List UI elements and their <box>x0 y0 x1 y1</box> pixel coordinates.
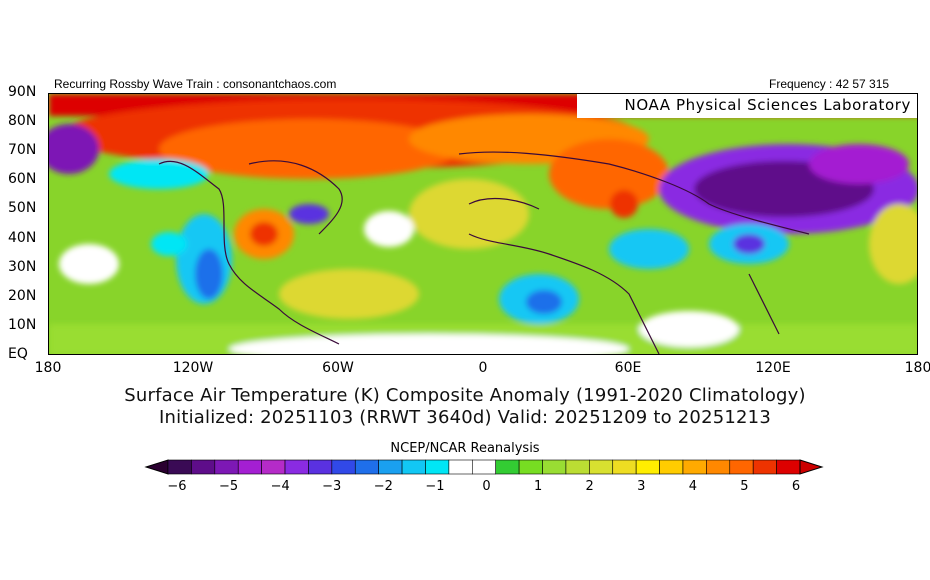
longitude-label: 180 <box>34 360 62 376</box>
colorbar-swatch <box>752 459 777 475</box>
north-africa-cold-core <box>526 290 562 314</box>
pacific-cold-patch <box>151 232 187 256</box>
colorbar-tick-label: −3 <box>322 479 342 494</box>
east-siberia-cold <box>809 144 909 184</box>
anomaly-map <box>48 93 918 355</box>
colorbar-swatch <box>659 459 684 475</box>
pacific-neutral-patch <box>59 244 119 284</box>
east-asia-cold-core <box>733 234 765 254</box>
colorbar-tick-label: 3 <box>637 479 646 494</box>
longitude-label: 120W <box>172 360 214 376</box>
colorbar-tick-label: 5 <box>740 479 749 494</box>
east-coast-cold <box>289 204 329 224</box>
alaska-cold-region <box>109 159 209 189</box>
latitude-label: 20N <box>8 287 37 304</box>
map-canvas <box>49 94 917 354</box>
colorbar-swatch <box>495 459 520 475</box>
colorbar-swatch <box>612 459 637 475</box>
colorbar-tick-label: 2 <box>585 479 594 494</box>
latitude-label: 80N <box>8 113 37 130</box>
west-pacific-warm <box>869 204 917 284</box>
colorbar-swatch <box>448 459 473 475</box>
eurasia-north-coast <box>458 151 810 235</box>
dateline-cold-region <box>49 124 99 174</box>
colorbar-swatch <box>542 459 567 475</box>
colorbar-tick-label: −5 <box>218 479 239 494</box>
latitude-label: 60N <box>8 171 37 188</box>
colorbar-tick-label: −2 <box>373 479 393 494</box>
southeast-asia-coast <box>748 273 780 335</box>
north-america-coast <box>158 160 340 345</box>
longitude-label: 180 <box>904 360 930 376</box>
noaa-credit-label: NOAA Physical Sciences Laboratory <box>577 94 917 118</box>
atlantic-neutral-patch <box>364 211 414 247</box>
latitude-label: 40N <box>8 229 37 246</box>
colorbar-swatch <box>518 459 543 475</box>
central-na-warm-core <box>250 222 278 246</box>
central-asia-warm-core <box>610 190 638 218</box>
colorbar-swatch <box>776 459 801 475</box>
caribbean-warm-region <box>279 269 419 319</box>
western-na-cold-core <box>195 249 223 299</box>
africa-arabia-coast <box>468 233 660 354</box>
colorbar-swatch <box>706 459 731 475</box>
anomaly-shading <box>49 94 917 354</box>
colorbar-swatch <box>682 459 707 475</box>
greenland-warm-region <box>159 119 459 179</box>
europe-coast <box>468 198 540 210</box>
colorbar-swatch <box>425 459 450 475</box>
colorbar-tick-label: −4 <box>270 479 290 494</box>
longitude-label: 60E <box>614 360 642 376</box>
colorbar-min-arrow <box>144 459 169 475</box>
colorbar-swatch <box>354 459 379 475</box>
latitude-label: 50N <box>8 200 37 217</box>
header-frequency: Frequency : 42 57 315 <box>769 77 890 91</box>
colorbar-max-arrow <box>799 459 824 475</box>
latitude-label: 10N <box>8 316 37 333</box>
colorbar-swatch <box>635 459 660 475</box>
colorbar-swatch <box>378 459 403 475</box>
colorbar-swatch <box>237 459 262 475</box>
canada-arctic-coast <box>248 160 343 235</box>
colorbar-swatch <box>167 459 192 475</box>
colorbar-swatch <box>308 459 333 475</box>
indian-ocean-neutral <box>639 311 739 347</box>
colorbar-tick-label: 0 <box>482 479 491 494</box>
map-title-line1: Surface Air Temperature (K) Composite An… <box>124 385 806 406</box>
colorbar-swatch <box>589 459 614 475</box>
colorbar <box>144 459 824 475</box>
colorbar-swatch <box>729 459 754 475</box>
colorbar-swatch <box>214 459 239 475</box>
colorbar-tick-label: 4 <box>688 479 697 494</box>
colorbar-swatch <box>565 459 590 475</box>
latitude-label: 90N <box>8 84 37 100</box>
colorbar-swatch <box>191 459 216 475</box>
latitude-label: 70N <box>8 142 37 159</box>
header-credit-left: Recurring Rossby Wave Train : consonantc… <box>54 77 337 91</box>
colorbar-tick-label: −6 <box>167 479 187 494</box>
colorbar-swatch <box>331 459 356 475</box>
coastlines <box>158 151 810 354</box>
longitude-label: 60W <box>322 360 354 376</box>
longitude-label: 0 <box>478 360 488 376</box>
colorbar-swatch <box>471 459 497 475</box>
longitude-label: 120E <box>755 360 791 376</box>
latitude-label: EQ <box>8 346 28 362</box>
europe-warm-region <box>409 179 529 249</box>
colorbar-swatch <box>401 459 426 475</box>
colorbar-tick-label: −1 <box>425 479 445 494</box>
colorbar-tick-label: 1 <box>533 479 543 494</box>
central-asia-warm-region <box>549 139 669 209</box>
map-title-line2: Initialized: 20251103 (RRWT 3640d) Valid… <box>159 407 771 428</box>
middle-east-cold-region <box>609 229 689 269</box>
colorbar-swatch <box>284 459 309 475</box>
colorbar-tick-label: 6 <box>791 479 801 494</box>
colorbar-title: NCEP/NCAR Reanalysis <box>390 441 540 456</box>
latitude-label: 30N <box>8 258 37 275</box>
colorbar-swatch <box>261 459 286 475</box>
